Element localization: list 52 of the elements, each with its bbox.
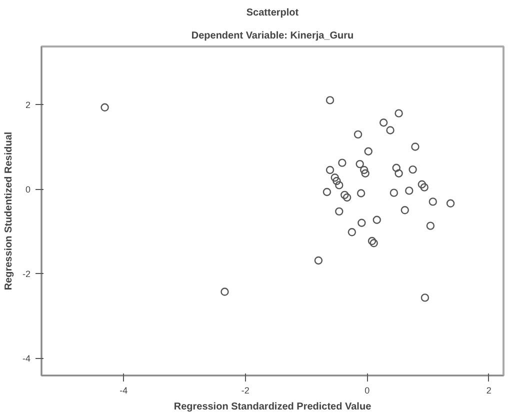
- point: [332, 176, 341, 186]
- x-tick-label: 0: [364, 386, 370, 396]
- point: [340, 190, 349, 200]
- x-axis-title: Regression Standardized Predicted Value: [174, 402, 372, 412]
- point: [405, 186, 414, 195]
- point: [354, 130, 362, 139]
- point: [326, 166, 334, 174]
- y-tick-label: -4: [22, 354, 31, 364]
- point: [400, 206, 409, 214]
- point: [368, 236, 376, 246]
- point: [390, 188, 398, 197]
- point: [386, 126, 394, 134]
- point: [418, 180, 426, 188]
- point: [356, 160, 364, 168]
- y-tick-label: -2: [22, 269, 31, 280]
- point: [361, 169, 370, 178]
- point: [330, 174, 339, 182]
- point: [379, 118, 388, 127]
- chart-subtitle: Dependent Variable: Kinerja_Guru: [191, 30, 354, 42]
- y-tick-label: 0: [25, 184, 31, 195]
- point: [335, 207, 344, 216]
- point: [322, 188, 332, 196]
- point: [360, 166, 368, 174]
- point: [220, 288, 229, 296]
- x-tick-label: -4: [120, 386, 128, 396]
- y-tick-label: 2: [25, 100, 31, 110]
- point: [420, 183, 428, 192]
- point: [420, 294, 430, 302]
- point: [342, 193, 352, 202]
- point: [326, 96, 334, 104]
- point: [100, 103, 109, 112]
- point: [394, 109, 403, 118]
- point: [408, 165, 417, 174]
- x-tick-label: -2: [241, 386, 250, 396]
- point: [428, 198, 437, 206]
- point: [372, 216, 381, 224]
- point: [394, 169, 403, 178]
- point: [370, 239, 378, 248]
- point: [364, 147, 372, 156]
- point: [335, 181, 344, 190]
- point: [314, 256, 323, 265]
- x-tick-label: 2: [486, 386, 492, 396]
- point: [426, 222, 435, 230]
- point: [446, 199, 455, 208]
- point: [411, 142, 420, 151]
- point: [338, 158, 346, 167]
- point: [358, 218, 366, 227]
- point: [348, 228, 356, 236]
- point: [356, 189, 366, 198]
- chart-title: Scatterplot: [246, 8, 300, 18]
- y-axis-title: Regression Studentized Residual: [4, 132, 14, 290]
- point: [392, 164, 400, 172]
